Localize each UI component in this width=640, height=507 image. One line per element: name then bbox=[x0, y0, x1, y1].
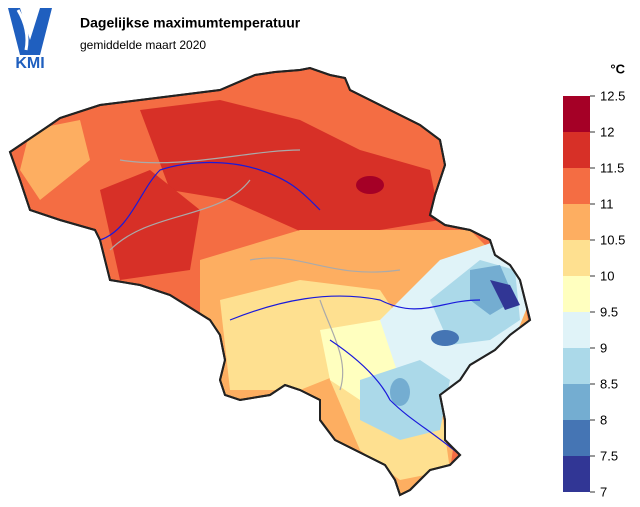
legend-swatch bbox=[563, 348, 590, 384]
borders bbox=[9, 67, 531, 496]
legend-swatch bbox=[563, 312, 590, 348]
logo-text: KMI bbox=[15, 55, 44, 72]
legend-label: 7 bbox=[600, 484, 607, 499]
legend-swatch bbox=[563, 276, 590, 312]
legend: 12.5 12 11.5 11 10.5 10 9.5 9 8.5 8 7.5 7 bbox=[563, 88, 625, 499]
legend-label: 12.5 bbox=[600, 88, 625, 103]
legend-swatch bbox=[563, 420, 590, 456]
legend-label: 10 bbox=[600, 268, 614, 283]
legend-label: 8.5 bbox=[600, 376, 618, 391]
legend-swatch bbox=[563, 384, 590, 420]
title: Dagelijkse maximumtemperatuur bbox=[80, 15, 301, 31]
legend-label: 10.5 bbox=[600, 232, 625, 247]
legend-swatch bbox=[563, 240, 590, 276]
legend-label: 9 bbox=[600, 340, 607, 355]
legend-unit: °C bbox=[610, 61, 625, 76]
legend-swatch bbox=[563, 456, 590, 492]
legend-label: 8 bbox=[600, 412, 607, 427]
legend-swatch bbox=[563, 96, 590, 132]
legend-label: 11.5 bbox=[600, 160, 624, 175]
legend-label: 11 bbox=[600, 196, 614, 211]
country-outline bbox=[8, 66, 532, 497]
legend-swatch bbox=[563, 204, 590, 240]
legend-swatch bbox=[563, 168, 590, 204]
legend-label: 7.5 bbox=[600, 448, 618, 463]
subtitle: gemiddelde maart 2020 bbox=[80, 38, 206, 52]
legend-label: 12 bbox=[600, 124, 614, 139]
legend-swatch bbox=[563, 132, 590, 168]
legend-label: 9.5 bbox=[600, 304, 618, 319]
logo: KMI bbox=[8, 8, 52, 72]
temperature-field bbox=[10, 68, 530, 495]
